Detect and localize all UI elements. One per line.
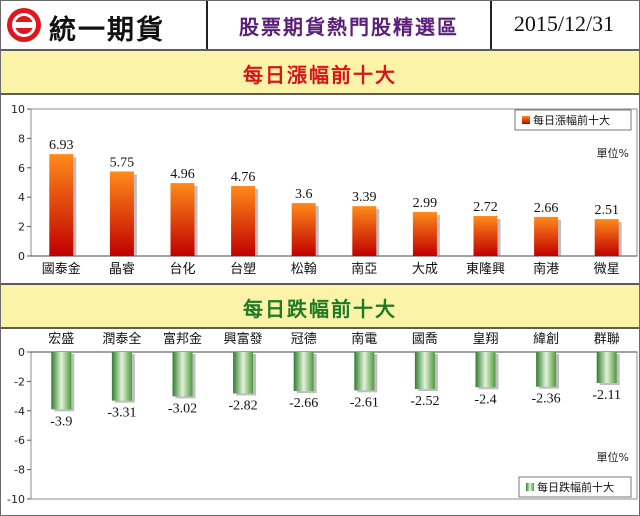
losers-legend-swatch: [526, 483, 534, 491]
losers-value-label: -2.52: [410, 394, 439, 409]
gainers-y-tick-label: 4: [18, 191, 25, 204]
gainers-category-label: 南港: [533, 261, 559, 277]
losers-bar: [51, 352, 72, 410]
gainers-category-label: 台化: [169, 262, 195, 277]
gainers-y-tick-label: 2: [18, 221, 25, 234]
losers-y-tick-label: -8: [14, 464, 25, 477]
losers-y-tick-label: 0: [18, 346, 25, 359]
losers-y-tick-label: -2: [14, 375, 25, 388]
losers-value-label: -3.02: [168, 401, 197, 416]
losers-category-label: 冠德: [291, 332, 317, 347]
gainers-bar: [49, 154, 74, 256]
gainers-bar: [412, 212, 437, 256]
losers-bar: [475, 352, 496, 388]
gainers-bar: [291, 203, 316, 256]
gainers-unit-label: 單位%: [597, 146, 629, 160]
title-box: 股票期貨熱門股精選區: [206, 1, 492, 49]
header: 統一期貨 股票期貨熱門股精選區 2015/12/31: [1, 1, 639, 51]
losers-bar: [536, 352, 557, 387]
losers-legend-box: [518, 476, 632, 498]
losers-value-label: -3.31: [107, 406, 136, 421]
losers-y-tick-label: -10: [7, 493, 25, 506]
gainers-banner: 每日漲幅前十大: [1, 49, 639, 95]
gainers-category-label: 東隆興: [466, 261, 505, 277]
gainers-category-label: 台塑: [230, 262, 256, 277]
gainers-legend-label: 每日漲幅前十大: [533, 113, 610, 127]
gainers-legend-swatch: [522, 116, 530, 124]
losers-value-label: -2.36: [532, 392, 561, 407]
gainers-bar: [534, 216, 559, 256]
report-date: 2015/12/31: [513, 11, 615, 36]
gainers-legend-box: [514, 109, 632, 131]
losers-category-label: 潤泰全: [102, 331, 141, 347]
losers-value-label: -2.61: [350, 395, 379, 410]
gainers-value-label: 2.51: [594, 203, 619, 218]
gainers-category-label: 晶睿: [109, 262, 135, 277]
losers-category-label: 興富發: [224, 331, 263, 347]
gainers-bar: [231, 186, 256, 256]
gainers-y-tick-label: 10: [11, 103, 25, 116]
gainers-bar: [352, 206, 377, 256]
losers-bar: [111, 352, 132, 401]
brand-name: 統一期貨: [49, 15, 165, 46]
gainers-value-label: 4.76: [231, 170, 256, 185]
gainers-value-label: 6.93: [49, 138, 74, 153]
gainers-category-label: 松翰: [291, 262, 317, 277]
losers-category-label: 皇翔: [472, 332, 498, 347]
gainers-value-label: 2.72: [473, 200, 498, 215]
losers-legend-label: 每日跌幅前十大: [537, 480, 614, 494]
losers-chart: 0 -2 -4 -6 -8 -10 -3.9 宏盛 -3.31 潤泰全 -3.02 富邦金 -2.82 興…: [7, 331, 638, 506]
losers-category-label: 富邦金: [163, 331, 202, 347]
gainers-value-label: 3.39: [352, 190, 377, 205]
losers-bar: [233, 352, 254, 394]
gainers-value-label: 4.96: [170, 167, 195, 182]
losers-title: 每日跌幅前十大: [243, 297, 397, 321]
losers-y-tick-label: -6: [14, 434, 25, 447]
gainers-y-tick-label: 8: [18, 132, 25, 145]
page-title: 股票期貨熱門股精選區: [239, 15, 459, 39]
gainers-value-label: 3.6: [295, 187, 313, 202]
losers-value-label: -2.4: [474, 392, 496, 407]
gainers-y-tick-label: 6: [18, 162, 25, 175]
gainers-y-tick-label: 0: [18, 250, 25, 263]
losers-bar: [596, 352, 617, 384]
gainers-value-label: 2.66: [534, 201, 559, 216]
gainers-title: 每日漲幅前十大: [243, 63, 397, 87]
gainers-chart: 0 2 4 6 8 10 6.93 國泰金 5.75 晶睿 4.96 台化 4.76 台塑 3.6 松翰 3.3…: [11, 103, 638, 277]
losers-category-label: 宏盛: [48, 332, 74, 347]
losers-category-label: 國喬: [412, 331, 438, 347]
losers-bar: [414, 352, 435, 390]
gainers-bar: [473, 216, 498, 256]
gainers-category-label: 大成: [412, 262, 438, 277]
losers-value-label: -2.66: [289, 396, 318, 411]
gainers-value-label: 5.75: [110, 155, 135, 170]
losers-bar: [293, 352, 314, 392]
losers-category-label: 群聯: [594, 332, 620, 347]
losers-value-label: -3.9: [50, 414, 72, 429]
brand-logo: 統一期貨: [5, 5, 203, 46]
gainers-bar: [170, 183, 195, 256]
gainers-bar: [109, 171, 134, 256]
gainers-value-label: 2.99: [413, 196, 438, 211]
gainers-category-label: 國泰金: [42, 261, 81, 277]
gainers-category-label: 南亞: [351, 261, 377, 277]
losers-y-tick-label: -4: [14, 405, 25, 418]
losers-bar: [172, 352, 193, 397]
losers-banner: 每日跌幅前十大: [1, 283, 639, 329]
losers-category-label: 南電: [351, 331, 377, 347]
losers-value-label: -2.11: [592, 388, 621, 403]
brand-mark-icon: [7, 8, 41, 42]
losers-unit-label: 單位%: [597, 450, 629, 464]
losers-bar: [354, 352, 375, 391]
losers-category-label: 緯創: [533, 332, 559, 347]
losers-value-label: -2.82: [229, 398, 258, 413]
gainers-bar: [594, 219, 619, 256]
gainers-category-label: 微星: [594, 262, 620, 277]
